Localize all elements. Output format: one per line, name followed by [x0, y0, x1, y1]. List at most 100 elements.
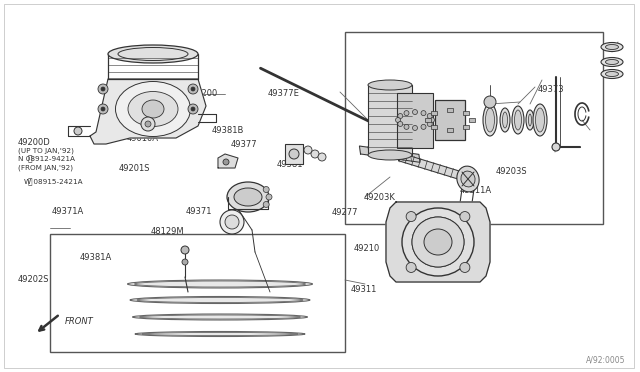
Circle shape	[101, 87, 105, 91]
Circle shape	[188, 104, 198, 114]
Circle shape	[396, 118, 401, 122]
Text: (UP TO JAN,'92): (UP TO JAN,'92)	[18, 147, 74, 154]
Bar	[435, 100, 465, 140]
Bar	[463, 125, 468, 129]
Polygon shape	[90, 79, 206, 144]
Circle shape	[413, 109, 417, 115]
Text: A/92:0005: A/92:0005	[586, 356, 625, 365]
Circle shape	[266, 194, 272, 200]
Text: W 08915-2421A: W 08915-2421A	[24, 179, 83, 185]
Text: 49381A: 49381A	[80, 253, 112, 262]
Ellipse shape	[130, 296, 310, 304]
Circle shape	[406, 212, 416, 222]
Circle shape	[225, 215, 239, 229]
Circle shape	[98, 84, 108, 94]
Circle shape	[188, 84, 198, 94]
Ellipse shape	[412, 217, 464, 267]
Text: 49010A: 49010A	[127, 134, 159, 143]
Circle shape	[460, 212, 470, 222]
Circle shape	[223, 159, 229, 165]
Circle shape	[421, 124, 426, 129]
Text: 49203K: 49203K	[364, 193, 396, 202]
Ellipse shape	[128, 92, 178, 126]
Ellipse shape	[502, 112, 508, 128]
Bar	[463, 111, 468, 115]
Text: 49377: 49377	[230, 140, 257, 149]
Ellipse shape	[515, 110, 522, 130]
Bar	[345, 32, 603, 224]
Circle shape	[404, 124, 409, 129]
Ellipse shape	[412, 217, 464, 267]
Bar	[368, 85, 412, 155]
Polygon shape	[218, 154, 238, 168]
Circle shape	[191, 107, 195, 111]
Text: 49262: 49262	[400, 100, 426, 109]
Ellipse shape	[601, 58, 623, 67]
Circle shape	[141, 117, 155, 131]
Text: (FROM JAN,'92): (FROM JAN,'92)	[18, 164, 73, 171]
Circle shape	[289, 149, 299, 159]
Circle shape	[404, 110, 409, 116]
Ellipse shape	[457, 166, 479, 192]
Ellipse shape	[512, 106, 524, 134]
Text: ⓝ: ⓝ	[28, 155, 33, 164]
Circle shape	[101, 107, 105, 111]
Text: FRONT: FRONT	[65, 317, 93, 327]
Circle shape	[428, 113, 432, 119]
Circle shape	[304, 146, 312, 154]
Text: 49201S: 49201S	[119, 164, 150, 173]
Ellipse shape	[140, 315, 301, 319]
Circle shape	[421, 110, 426, 116]
Ellipse shape	[605, 60, 618, 64]
Circle shape	[318, 153, 326, 161]
Text: 49371: 49371	[186, 207, 212, 216]
Circle shape	[398, 113, 403, 119]
Text: 49373: 49373	[538, 85, 564, 94]
Circle shape	[484, 96, 496, 108]
Ellipse shape	[605, 71, 618, 77]
Circle shape	[311, 150, 319, 158]
Circle shape	[181, 246, 189, 254]
Polygon shape	[386, 202, 490, 282]
Circle shape	[263, 202, 269, 208]
Ellipse shape	[137, 298, 303, 302]
Circle shape	[191, 87, 195, 91]
Polygon shape	[399, 153, 466, 181]
Bar	[447, 108, 453, 112]
Ellipse shape	[533, 104, 547, 136]
Circle shape	[145, 121, 151, 127]
Bar	[425, 118, 431, 122]
Ellipse shape	[500, 108, 510, 132]
Text: ⓦ: ⓦ	[28, 178, 33, 187]
Ellipse shape	[132, 314, 307, 320]
Ellipse shape	[142, 100, 164, 118]
Ellipse shape	[118, 48, 188, 61]
Circle shape	[182, 259, 188, 265]
Circle shape	[413, 125, 417, 131]
Text: 49203S: 49203S	[496, 167, 527, 176]
Ellipse shape	[536, 108, 545, 132]
Ellipse shape	[605, 45, 618, 49]
Text: 49200: 49200	[192, 89, 218, 98]
Ellipse shape	[402, 208, 474, 276]
Ellipse shape	[486, 108, 495, 132]
Bar	[397, 93, 433, 148]
Text: 48129M: 48129M	[151, 227, 185, 236]
Ellipse shape	[424, 229, 452, 255]
Ellipse shape	[552, 143, 560, 151]
Text: 49210: 49210	[353, 244, 380, 253]
Circle shape	[429, 118, 435, 122]
Circle shape	[74, 127, 82, 135]
Ellipse shape	[127, 280, 312, 288]
Text: 49311A: 49311A	[460, 186, 492, 195]
Text: 49263: 49263	[390, 115, 417, 124]
Bar	[431, 125, 438, 129]
Ellipse shape	[483, 104, 497, 136]
Ellipse shape	[424, 229, 452, 255]
Bar	[431, 111, 438, 115]
Circle shape	[220, 210, 244, 234]
Ellipse shape	[601, 42, 623, 51]
Bar	[285, 144, 303, 164]
Ellipse shape	[368, 150, 412, 160]
Ellipse shape	[135, 331, 305, 337]
